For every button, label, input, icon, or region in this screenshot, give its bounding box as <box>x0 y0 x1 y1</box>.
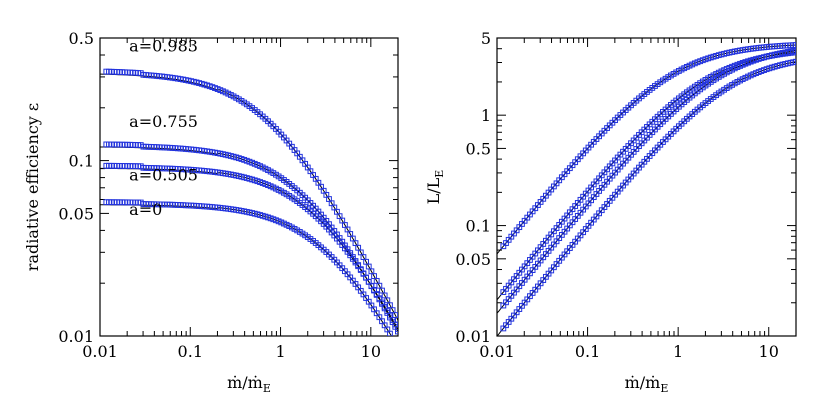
data-point <box>793 58 796 65</box>
y-tick-label: 0.05 <box>455 250 491 269</box>
x-axis-label: ṁ/ṁE <box>625 373 669 395</box>
data-point <box>387 330 393 336</box>
x-tick-label: 1 <box>673 342 683 361</box>
y-tick-label: 0.01 <box>58 327 94 346</box>
series-label: a=0.505 <box>129 166 198 185</box>
series-label: a=0 <box>129 200 162 219</box>
x-tick-label: 1 <box>275 342 285 361</box>
plot-area <box>100 68 398 336</box>
x-tick-label: 0.01 <box>479 342 515 361</box>
series-label: a=0.983 <box>129 36 198 55</box>
y-tick-label: 0.5 <box>69 29 94 48</box>
series-label: a=0.755 <box>129 112 198 131</box>
y-tick-label: 0.1 <box>466 217 491 236</box>
plot-area <box>497 42 796 336</box>
data-point <box>793 47 796 54</box>
left-panel-efficiency: 0.01 0.1 1 10 0.01 0.05 0.1 0.5 ṁ/ṁE radiative ef… <box>23 29 399 395</box>
y-tick-label: 0.01 <box>455 327 491 346</box>
y-tick-label: 0.05 <box>58 204 94 223</box>
right-panel-luminosity: 0.01 0.1 1 10 0.01 0.05 0.1 0.5 1 5 ṁ/ṁE L/LE <box>424 29 797 395</box>
x-tick-label: 0.1 <box>575 342 600 361</box>
data-point <box>395 326 398 332</box>
x-tick-label: 10 <box>759 342 779 361</box>
y-tick-label: 0.5 <box>466 139 491 158</box>
plot-frame <box>99 37 399 337</box>
x-tick-label: 10 <box>361 342 381 361</box>
plot-frame <box>496 37 797 337</box>
x-tick-label: 0.01 <box>82 342 118 361</box>
y-tick-label: 0.1 <box>69 152 94 171</box>
fit-line <box>100 167 398 330</box>
fit-line <box>497 61 796 336</box>
y-tick-label: 5 <box>481 29 491 48</box>
fit-line <box>100 204 393 336</box>
x-tick-label: 0.1 <box>178 342 203 361</box>
y-axis-label: L/LE <box>424 170 446 205</box>
y-axis-label: radiative efficiency ε <box>23 103 42 271</box>
fit-line <box>497 50 796 314</box>
y-tick-label: 1 <box>481 106 491 125</box>
x-axis-label: ṁ/ṁE <box>227 373 271 395</box>
data-point <box>793 42 796 48</box>
